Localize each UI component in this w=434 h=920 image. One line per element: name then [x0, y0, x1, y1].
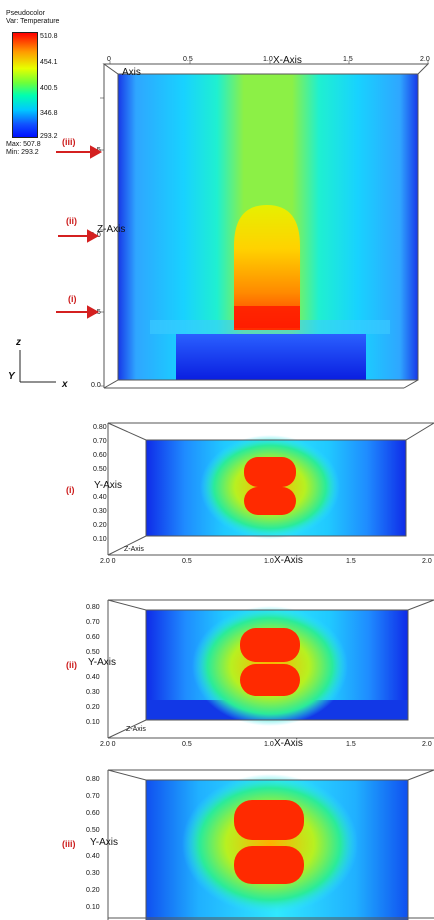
section-iii-y-tick: 0.30	[86, 870, 100, 877]
section-ii-label: (ii)	[66, 660, 77, 670]
section-iii-frame	[107, 769, 434, 920]
section-i-x-tick: 2.0	[422, 558, 432, 565]
section-ii-x-axis-title: X-Axis	[274, 738, 303, 749]
main-x-tick: 1.0	[263, 56, 273, 63]
legend-tick: 510.8	[40, 33, 58, 40]
section-ii-x-tick: 1.5	[346, 741, 356, 748]
section-iii-y-axis-title: Y-Axis	[90, 837, 118, 848]
legend-colorbar	[12, 32, 38, 138]
section-i-hot-core-bottom	[244, 487, 296, 515]
section-i-y-tick: 0.40	[93, 494, 107, 501]
section-ii-hot-core-bottom	[240, 664, 300, 696]
legend-min: Min: 293.2	[6, 149, 39, 156]
section-i-x-tick: 1.0	[264, 558, 274, 565]
section-ii-hot-core-top	[240, 628, 300, 662]
section-ii-y-tick: 0.60	[86, 634, 100, 641]
section-i-x-tick: 0.5	[182, 558, 192, 565]
section-arrows	[56, 145, 103, 319]
section-i-z-axis-title: Z-Axis	[124, 546, 144, 553]
section-ii-x-tick: 2.0	[422, 741, 432, 748]
section-i-y-axis-title: Y-Axis	[94, 480, 122, 491]
section-ii-y-axis-title: Y-Axis	[88, 657, 116, 668]
section-iii-y-tick: 0.70	[86, 793, 100, 800]
section-iii-y-tick: 0.40	[86, 853, 100, 860]
section-i-x-tick: 1.5	[346, 558, 356, 565]
section-i-y-tick: 0.50	[93, 466, 107, 473]
section-iii-y-tick: 0.80	[86, 776, 100, 783]
arrow-label-i: (i)	[68, 294, 77, 304]
section-ii-x-tick: 1.0	[264, 741, 274, 748]
triad-y-label: Y	[8, 371, 15, 382]
section-iii-hot-core-bottom	[234, 846, 304, 884]
section-iii-y-tick: 0.20	[86, 887, 100, 894]
main-hot-plume	[234, 205, 300, 330]
main-frame	[100, 61, 430, 389]
legend-tick: 454.1	[40, 59, 58, 66]
main-cold-block	[176, 334, 366, 380]
legend-tick: 293.2	[40, 133, 58, 140]
main-x-tick: 0.5	[183, 56, 193, 63]
section-ii-z-axis-title: Z-Axis	[126, 726, 146, 733]
section-ii-y-tick: 0.30	[86, 689, 100, 696]
section-i-frame	[107, 422, 434, 556]
section-i-y-tick: 0.60	[93, 452, 107, 459]
triad-z-label: z	[16, 337, 21, 348]
section-i-x-axis-title: X-Axis	[274, 555, 303, 566]
legend-tick: 346.8	[40, 110, 58, 117]
arrow-label-iii: (iii)	[62, 137, 76, 147]
section-ii-y-tick: 0.10	[86, 719, 100, 726]
main-x-tick: 1.5	[343, 56, 353, 63]
legend-tick: 400.5	[40, 85, 58, 92]
section-ii-y-tick: 0.50	[86, 649, 100, 656]
main-z-tick: 0.0	[91, 382, 101, 389]
section-ii-y-tick: 0.80	[86, 604, 100, 611]
legend-variable: Var: Temperature	[6, 18, 60, 25]
main-y-axis-title: Axis	[122, 67, 141, 78]
triad-x-label: x	[62, 379, 68, 390]
section-ii-y-tick: 0.70	[86, 619, 100, 626]
section-i-x-tick: 2.0 0	[100, 558, 116, 565]
section-ii-x-tick: 0.5	[182, 741, 192, 748]
section-i-y-tick: 0.80	[93, 424, 107, 431]
section-iii-y-tick: 0.60	[86, 810, 100, 817]
section-ii-y-tick: 0.20	[86, 704, 100, 711]
section-i-y-tick: 0.10	[93, 536, 107, 543]
section-i-label: (i)	[66, 485, 75, 495]
section-ii-y-tick: 0.40	[86, 674, 100, 681]
main-x-tick: 0	[107, 56, 111, 63]
legend-title: Pseudocolor	[6, 10, 45, 17]
main-x-tick: 2.0	[420, 56, 430, 63]
section-i-y-tick: 0.20	[93, 522, 107, 529]
main-x-axis-title: X-Axis	[273, 55, 302, 66]
section-ii-frame	[107, 599, 434, 739]
section-iii-y-tick: 0.50	[86, 827, 100, 834]
arrow-label-ii: (ii)	[66, 216, 77, 226]
section-iii-y-tick: 0.10	[86, 904, 100, 911]
section-ii-x-tick: 2.0 0	[100, 741, 116, 748]
axis-triad-icon	[19, 350, 56, 383]
main-z-axis-title: Z-Axis	[97, 224, 126, 235]
legend: Pseudocolor Var: Temperature 510.8 454.1…	[4, 6, 94, 156]
section-iii-label: (iii)	[62, 839, 76, 849]
legend-max: Max: 507.8	[6, 141, 41, 148]
section-i-y-tick: 0.30	[93, 508, 107, 515]
section-i-hot-core-top	[244, 457, 296, 487]
section-i-y-tick: 0.70	[93, 438, 107, 445]
section-iii-hot-core-top	[234, 800, 304, 840]
